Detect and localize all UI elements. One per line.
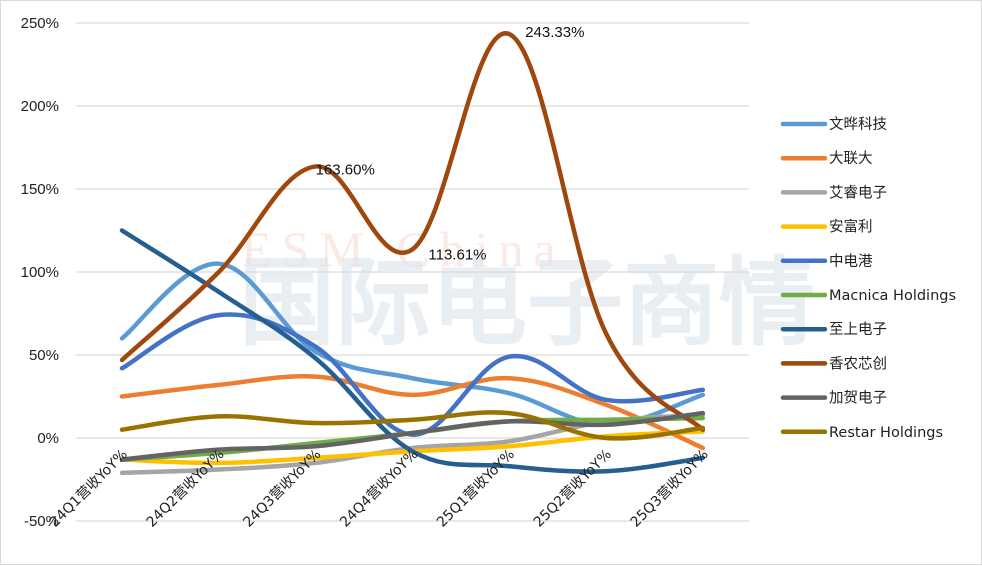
- legend-item: 安富利: [780, 218, 873, 236]
- legend-item: Restar Holdings: [780, 425, 943, 441]
- data-label: 243.33%: [525, 24, 584, 41]
- legend-label: 安富利: [829, 218, 873, 236]
- watermark-en: ESM China: [241, 221, 566, 277]
- data-label: 163.60%: [316, 161, 375, 178]
- legend-label: 文晔科技: [829, 116, 887, 133]
- legend-label: 艾睿电子: [829, 184, 887, 201]
- series-加贺电子: [119, 410, 706, 462]
- y-tick-label: -50%: [24, 513, 59, 530]
- series-至上电子: [119, 228, 706, 474]
- legend-label: 至上电子: [829, 321, 887, 338]
- y-tick-label: 200%: [21, 98, 59, 115]
- series-restar-holdings: [119, 410, 706, 441]
- series-香农芯创: [119, 31, 706, 432]
- legend-label: 香农芯创: [829, 355, 887, 372]
- y-tick-label: 100%: [21, 264, 59, 281]
- x-tick-label: 25Q2营收YoY%: [531, 447, 615, 531]
- y-axis: -50% 0% 50% 100% 150% 200% 250%: [21, 15, 59, 530]
- watermark-cn: 国际电子商情: [239, 247, 815, 359]
- data-labels: 163.60% 113.61% 243.33%: [316, 24, 585, 263]
- series-lines: [119, 31, 706, 476]
- x-tick-label: 24Q1营收YoY%: [47, 447, 131, 531]
- legend-label: 加贺电子: [829, 390, 887, 407]
- legend-item: 至上电子: [780, 321, 887, 338]
- y-tick-label: 0%: [37, 430, 59, 447]
- legend-item: 加贺电子: [780, 390, 887, 407]
- legend-label: 中电港: [829, 253, 873, 270]
- watermark: ESM China 国际电子商情: [239, 221, 815, 359]
- legend-label: 大联大: [829, 150, 873, 167]
- x-tick-label: 25Q3营收YoY%: [628, 447, 712, 531]
- legend-item: 大联大: [780, 150, 873, 167]
- y-tick-label: 250%: [21, 15, 59, 32]
- legend-item: 文晔科技: [780, 116, 887, 133]
- y-tick-label: 50%: [29, 347, 59, 364]
- legend-label: Macnica Holdings: [829, 288, 956, 304]
- y-tick-label: 150%: [21, 181, 59, 198]
- x-tick-label: 25Q1营收YoY%: [434, 447, 518, 531]
- series-大联大: [119, 374, 706, 451]
- legend-item: 中电港: [780, 253, 873, 270]
- legend-item: 香农芯创: [780, 355, 887, 372]
- legend-label: Restar Holdings: [829, 425, 943, 441]
- data-label: 113.61%: [428, 246, 486, 263]
- legend-item: 艾睿电子: [780, 184, 887, 201]
- legend-item: Macnica Holdings: [780, 288, 956, 304]
